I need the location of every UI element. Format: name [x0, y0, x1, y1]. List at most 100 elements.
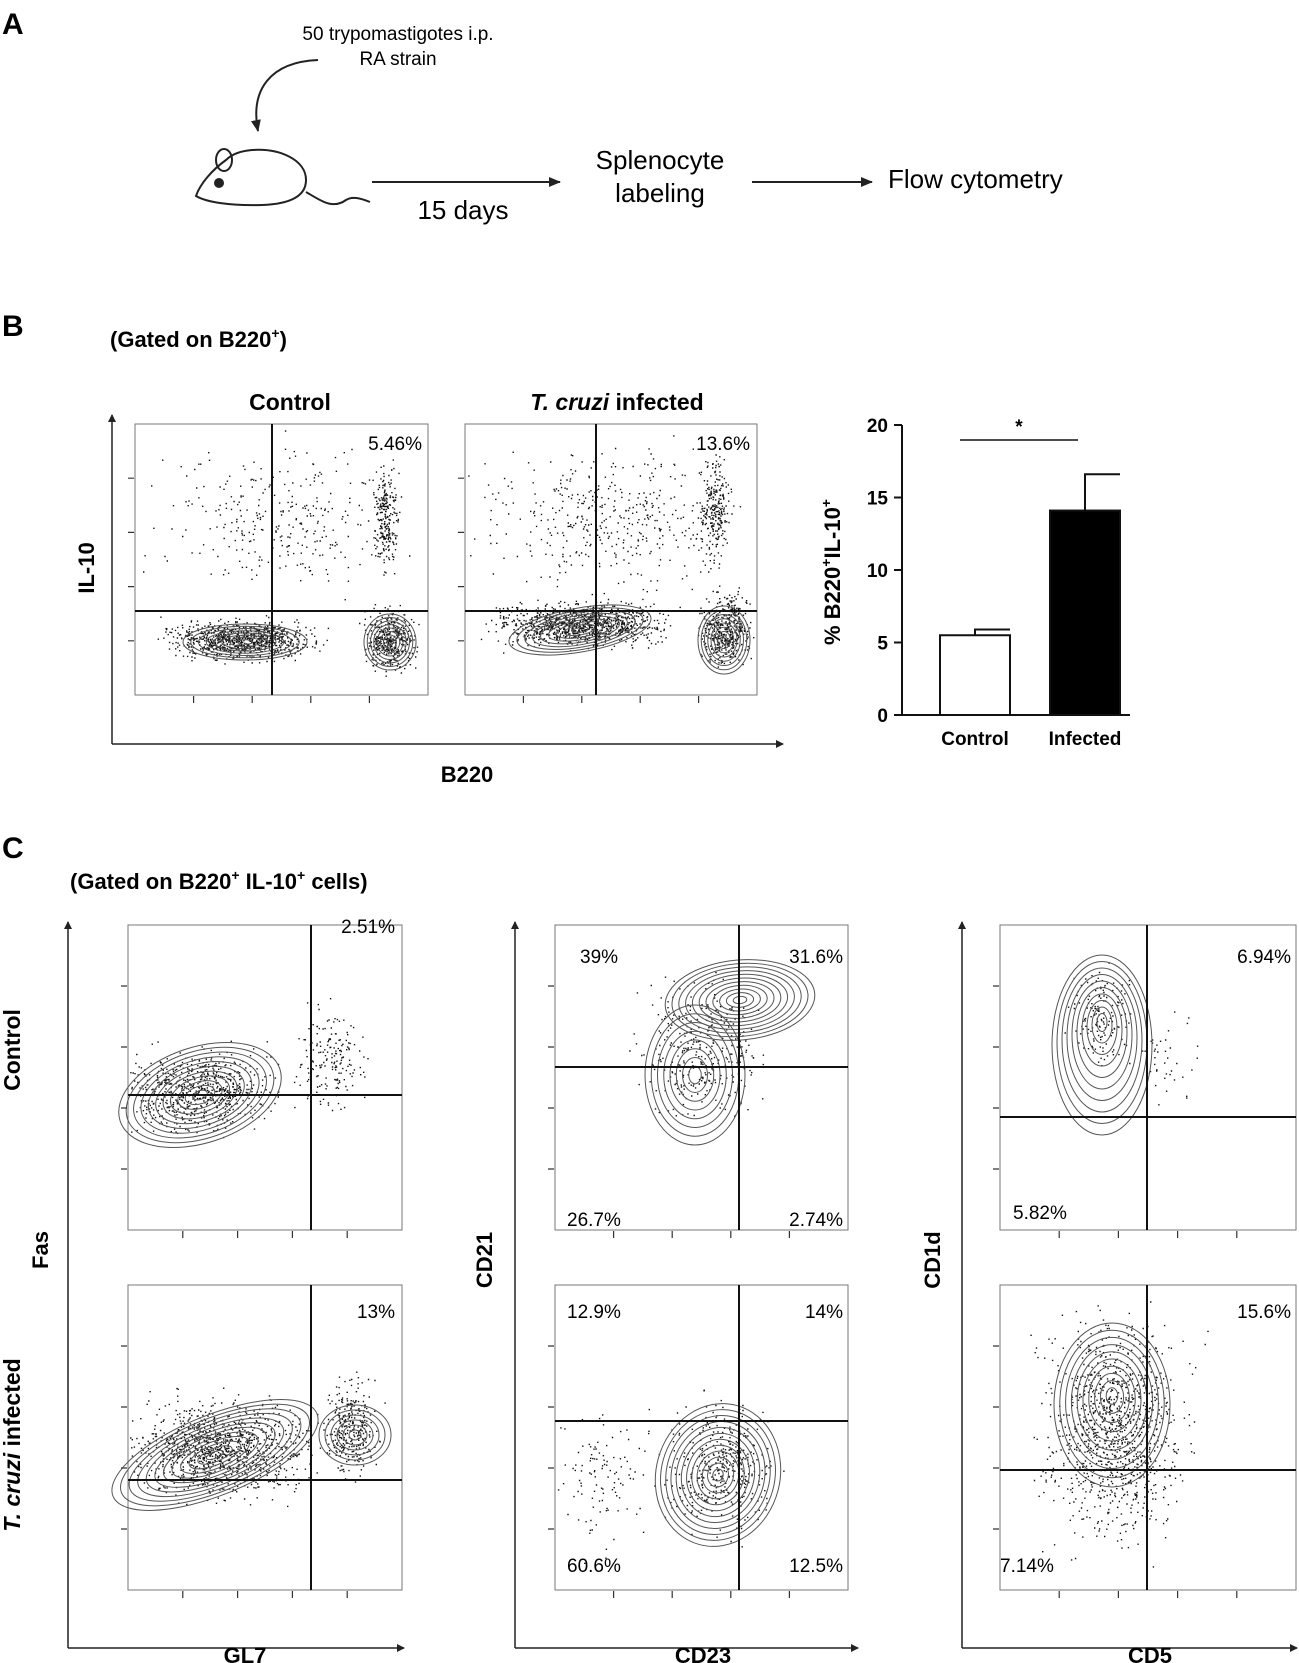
panel-b: B (Gated on B220+) Control T. cruzi infe…: [2, 310, 1130, 787]
density-contour: [373, 624, 407, 660]
flow-plot-control-cd1d-cd5: [993, 924, 1297, 1238]
density-contour: [1086, 1000, 1118, 1055]
panel-c-letter: C: [2, 832, 24, 865]
pct-infected-b220-il10: 13.6%: [696, 434, 750, 455]
pct-control-fas-gl7: 2.51%: [341, 917, 395, 938]
density-contour: [370, 620, 410, 664]
pct-control-cd21-lr: 2.74%: [789, 1210, 843, 1231]
plot-frame: [134, 423, 429, 696]
density-contour: [330, 1414, 380, 1456]
col-title-infected: T. cruzi infected: [530, 389, 703, 415]
density-contour: [669, 1039, 721, 1111]
density-contour: [386, 638, 394, 646]
density-contour: [1065, 1336, 1159, 1470]
pct-control-cd21-ll: 26.7%: [567, 1210, 621, 1231]
pct-infected-cd21-ul: 12.9%: [567, 1302, 621, 1323]
pct-infected-cd1d-ll: 7.14%: [1000, 1556, 1054, 1577]
density-contour: [1066, 974, 1138, 1101]
row-label-control: Control: [0, 1009, 25, 1091]
panel-b-letter: B: [2, 310, 24, 343]
density-contour: [688, 1065, 702, 1085]
significance-marker: *: [1015, 417, 1023, 438]
injection-arrow: [250, 59, 319, 132]
bar-category-label: Infected: [1049, 729, 1122, 750]
density-contour: [524, 610, 636, 650]
axis-ticks: [121, 1345, 348, 1598]
axis-ticks: [121, 985, 348, 1238]
pct-infected-cd21-lr: 12.5%: [789, 1556, 843, 1577]
bar-chart-ytick-label: 5: [877, 634, 888, 655]
axis-ticks: [548, 1345, 790, 1598]
density-contour: [192, 1089, 208, 1101]
flow-plot-infected-cd21-cd23: [548, 1284, 849, 1598]
density-contour: [342, 1424, 368, 1446]
bar-chart-ytick-label: 20: [867, 416, 888, 437]
density-contour: [644, 1004, 746, 1146]
axis-ticks: [128, 477, 370, 703]
density-contour: [169, 1075, 231, 1115]
plot-frame: [127, 924, 403, 1231]
axis-ticks: [548, 985, 790, 1238]
density-contour: [1076, 987, 1128, 1078]
step-splenocyte-line1: Splenocyte: [596, 145, 725, 175]
density-contour: [162, 1070, 238, 1120]
panel-b-gate-title: (Gated on B220+): [110, 325, 287, 352]
density-contour: [691, 973, 789, 1027]
density-contour: [1099, 1380, 1125, 1414]
cd21-axis-label: CD21: [472, 1232, 497, 1288]
density-contour: [1061, 967, 1143, 1113]
density-contour: [654, 1403, 782, 1547]
density-contour: [111, 1399, 319, 1511]
bar-chart-b220-il10: % B220+IL-10+ 0 5 10 15 20 Control Infected *: [818, 416, 1130, 750]
pct-control-cd1d-ll: 5.82%: [1013, 1203, 1067, 1224]
event-dots: [1030, 1301, 1209, 1568]
density-contour: [571, 626, 589, 634]
bar-category-label: Control: [941, 729, 1009, 750]
density-contour: [665, 1415, 771, 1535]
pct-infected-fas-gl7: 13%: [357, 1302, 395, 1323]
cd5-axis-label: CD5: [1128, 1643, 1172, 1663]
injection-label-line1: 50 trypomastigotes i.p.: [302, 24, 493, 45]
density-contour: [675, 1048, 715, 1102]
density-contour: [508, 604, 652, 656]
density-contour: [1082, 1358, 1142, 1442]
axis-ticks: [993, 985, 1238, 1238]
density-contour: [712, 1468, 724, 1482]
density-contour: [336, 1419, 374, 1451]
pct-infected-cd1d-ur: 15.6%: [1237, 1302, 1291, 1323]
density-contour: [671, 962, 809, 1038]
density-contour: [366, 617, 414, 667]
density-contour: [1096, 1013, 1108, 1032]
density-contour: [691, 1444, 745, 1506]
density-contour: [720, 635, 728, 645]
gl7-axis-label: GL7: [224, 1643, 267, 1663]
col-title-control: Control: [249, 389, 331, 415]
axis-ticks: [993, 1345, 1238, 1598]
density-contour: [682, 1057, 708, 1093]
density-contour: [363, 613, 417, 671]
density-contour: [1071, 980, 1133, 1090]
density-contour: [1091, 1006, 1113, 1044]
flow-plot-control-il10-b220: [128, 423, 429, 703]
density-contour: [198, 628, 292, 656]
density-contour: [184, 1084, 216, 1106]
pct-control-cd21-ur: 31.6%: [789, 947, 843, 968]
flow-plot-infected-il10-b220: [458, 423, 758, 703]
density-contour: [696, 1450, 740, 1500]
density-contour: [190, 625, 300, 659]
density-contour: [710, 622, 738, 658]
density-contour: [171, 1431, 259, 1479]
density-contour: [383, 634, 397, 650]
flow-plot-infected-cd1d-cd5: [993, 1284, 1297, 1598]
density-contour: [118, 1041, 282, 1149]
plot-frame: [464, 423, 758, 696]
flow-plot-control-fas-gl7: [118, 924, 403, 1238]
density-contour: [180, 1436, 250, 1474]
step-splenocyte-line2: labeling: [615, 178, 705, 208]
plot-frame: [554, 924, 849, 1231]
density-contour: [236, 639, 254, 645]
density-contour: [707, 618, 741, 662]
density-contour: [213, 632, 277, 652]
pct-infected-cd21-ll: 60.6%: [567, 1556, 621, 1577]
